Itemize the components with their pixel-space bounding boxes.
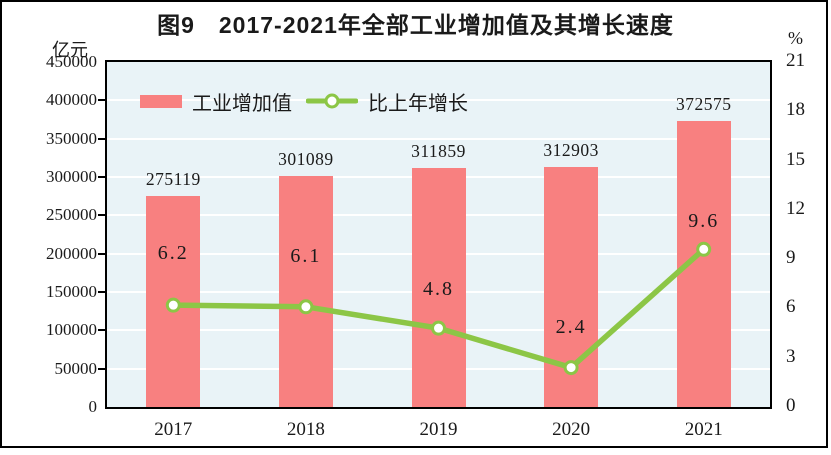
right-axis-label: 6 — [786, 296, 796, 318]
left-axis-label: 100000 — [46, 320, 97, 340]
legend-item-bar: 工业增加值 — [140, 87, 292, 116]
bar-value-label: 301089 — [278, 149, 334, 170]
plot-area — [105, 60, 772, 409]
legend: 工业增加值 比上年增长 — [140, 87, 468, 116]
left-axis-label: 0 — [88, 397, 98, 416]
left-axis-tick — [98, 329, 107, 332]
growth-line-chart — [165, 241, 712, 376]
growth-value-label: 6.2 — [157, 242, 189, 265]
right-axis-label: 3 — [786, 345, 796, 367]
line-marker-2019 — [431, 320, 446, 336]
left-axis-label: 250000 — [46, 205, 97, 225]
bar-value-label: 275119 — [145, 169, 201, 190]
left-axis-label: 200000 — [46, 243, 97, 263]
bar-2018 — [278, 176, 333, 407]
left-axis-label: 50000 — [54, 358, 98, 378]
line-marker-2018 — [298, 299, 314, 315]
gridline — [107, 137, 770, 140]
right-axis-label: 21 — [786, 50, 805, 71]
x-axis-label-2020: 2020 — [552, 419, 591, 440]
left-axis-label: 350000 — [46, 128, 97, 148]
growth-value-label: 6.1 — [290, 244, 322, 267]
left-axis-tick — [98, 291, 107, 293]
left-axis-label: 150000 — [46, 282, 97, 301]
left-axis-unit: 亿元 — [52, 40, 88, 60]
bar-value-label: 312903 — [543, 140, 599, 161]
left-axis-tick — [98, 99, 107, 102]
left-axis-label: 300000 — [46, 167, 97, 186]
left-axis-tick — [98, 252, 107, 255]
left-axis-tick — [98, 137, 107, 140]
legend-line-label: 比上年增长 — [368, 92, 468, 115]
left-axis-label: 400000 — [46, 90, 97, 110]
line-marker-2020 — [563, 360, 579, 376]
right-axis-label: 15 — [786, 148, 805, 170]
right-axis-unit: % — [788, 28, 803, 48]
gridline — [107, 99, 770, 102]
right-axis-label: 9 — [786, 247, 796, 269]
left-axis-tick — [98, 176, 107, 178]
growth-value-label: 9.6 — [688, 210, 720, 233]
legend-bar-label: 工业增加值 — [192, 92, 292, 115]
left-axis-tick — [98, 367, 107, 370]
legend-item-line: 比上年增长 — [306, 87, 468, 116]
left-axis-label: 450000 — [46, 52, 97, 71]
chart-title: 图9 2017-2021年全部工业增加值及其增长速度 — [157, 12, 674, 38]
growth-line — [170, 246, 707, 371]
x-axis-label-2018: 2018 — [286, 419, 325, 440]
bar-series-swatch-icon — [140, 94, 182, 108]
bar-2019 — [411, 167, 466, 407]
line-series-swatch-icon — [306, 93, 358, 109]
bar-value-label: 372575 — [675, 94, 732, 115]
right-axis-label: 12 — [786, 197, 805, 219]
x-axis-label-2019: 2019 — [419, 419, 458, 440]
growth-value-label: 2.4 — [555, 315, 587, 338]
growth-value-label: 4.8 — [423, 278, 454, 301]
x-axis-label-2021: 2021 — [684, 419, 723, 440]
line-marker-2017 — [165, 297, 181, 313]
left-axis-tick — [98, 214, 107, 217]
x-axis-label-2017: 2017 — [154, 419, 193, 440]
line-marker-2021 — [696, 241, 712, 257]
right-axis-label: 0 — [786, 395, 796, 416]
plot-layer — [107, 62, 770, 407]
bar-value-label: 311859 — [411, 140, 466, 161]
right-axis-label: 18 — [786, 99, 805, 121]
